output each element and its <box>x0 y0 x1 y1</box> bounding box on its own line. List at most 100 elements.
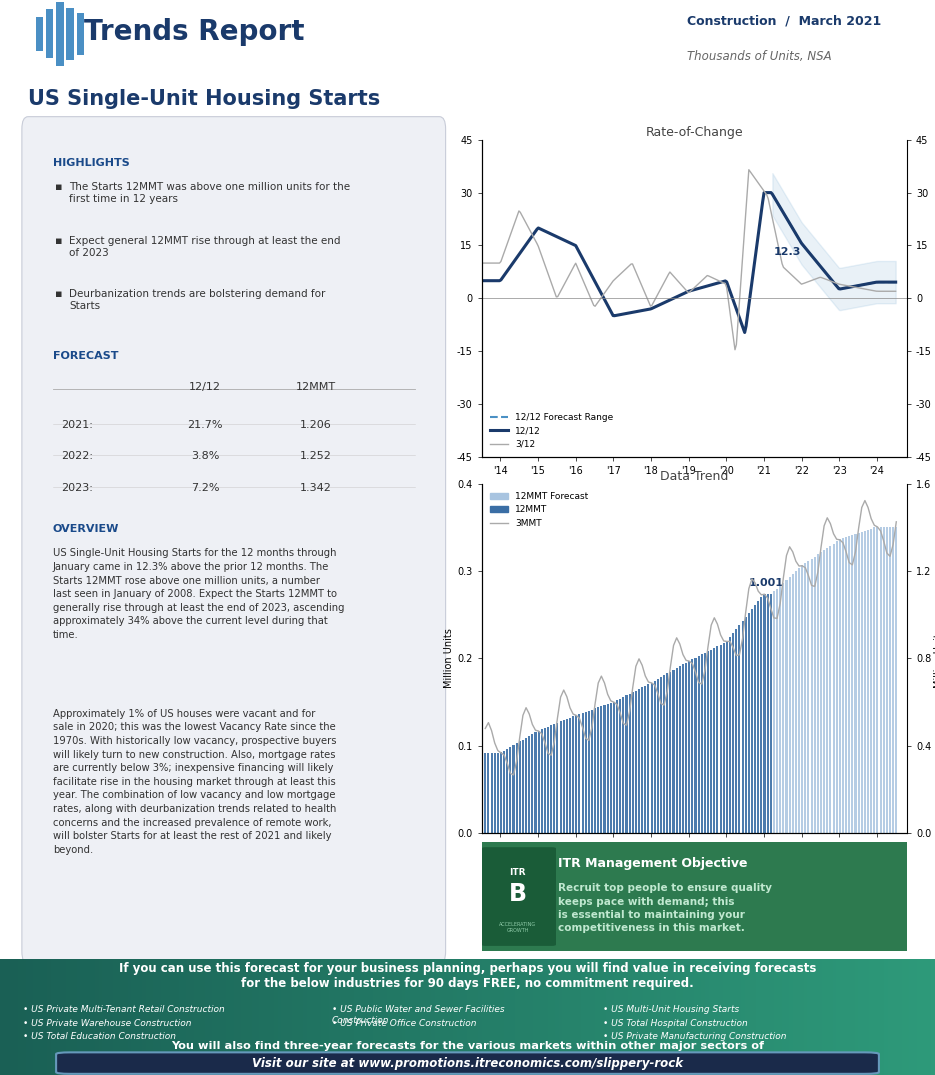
Text: 2022:: 2022: <box>61 452 93 461</box>
Bar <box>484 752 486 833</box>
Text: 3.8%: 3.8% <box>191 452 219 461</box>
Bar <box>582 713 583 833</box>
Bar <box>764 593 766 833</box>
Bar <box>66 8 74 60</box>
Bar <box>547 727 549 833</box>
12/12 Forecast Range <box>854 278 865 291</box>
Title: Rate-of-Change: Rate-of-Change <box>645 126 743 139</box>
Bar <box>656 679 659 833</box>
Bar <box>612 702 615 833</box>
Bar <box>584 712 587 833</box>
Bar <box>56 2 64 66</box>
Bar <box>861 532 863 833</box>
12/12 Forecast Range <box>835 283 846 296</box>
12/12 Forecast Range <box>885 275 897 288</box>
Text: Approximately 1% of US houses were vacant and for
sale in 2020; this was the low: Approximately 1% of US houses were vacan… <box>52 708 337 855</box>
Text: ▪: ▪ <box>55 183 63 192</box>
Bar <box>804 563 806 833</box>
Bar <box>510 747 511 833</box>
Bar <box>566 719 568 833</box>
3/12 <box>729 343 741 356</box>
Text: US Single-Unit Housing Starts: US Single-Unit Housing Starts <box>28 89 381 110</box>
Text: OVERVIEW: OVERVIEW <box>52 524 119 534</box>
Bar <box>667 673 669 833</box>
3MMT <box>813 565 824 578</box>
Bar <box>594 708 597 833</box>
Text: Expect general 12MMT rise through at least the end
of 2023: Expect general 12MMT rise through at lea… <box>69 235 340 258</box>
3MMT <box>480 722 491 735</box>
Bar <box>569 718 571 833</box>
Bar <box>811 559 813 833</box>
Bar <box>632 692 634 833</box>
Bar <box>500 752 502 833</box>
Text: 7.2%: 7.2% <box>191 483 219 492</box>
Text: Deurbanization trends are bolstering demand for
Starts: Deurbanization trends are bolstering dem… <box>69 289 325 311</box>
Bar <box>559 721 562 833</box>
Bar <box>767 593 769 833</box>
3MMT <box>517 708 528 721</box>
Bar <box>550 726 553 833</box>
Bar <box>591 710 593 833</box>
Bar <box>751 610 753 833</box>
Line: 12/12: 12/12 <box>482 192 896 332</box>
Bar <box>798 569 800 833</box>
12/12 <box>827 275 839 288</box>
12/12 <box>854 278 865 291</box>
Bar <box>889 527 891 833</box>
Text: 1.252: 1.252 <box>300 452 332 461</box>
Line: 3/12: 3/12 <box>482 170 896 349</box>
Bar <box>46 10 53 58</box>
12/12 Forecast Range <box>870 276 882 289</box>
Bar <box>792 574 794 833</box>
Bar <box>672 670 674 833</box>
Bar <box>619 699 621 833</box>
3MMT <box>815 541 827 554</box>
3/12 <box>723 291 734 304</box>
Bar <box>713 648 715 833</box>
Bar <box>496 752 499 833</box>
3/12 <box>476 257 487 270</box>
Bar <box>808 561 810 833</box>
Text: B: B <box>509 883 526 906</box>
Text: 1.206: 1.206 <box>300 420 332 430</box>
Bar <box>744 617 747 833</box>
Bar <box>732 633 734 833</box>
Bar <box>603 705 606 833</box>
Bar <box>77 13 84 55</box>
Bar <box>531 734 533 833</box>
Bar <box>641 687 643 833</box>
12/12 <box>477 274 488 287</box>
Bar <box>704 653 706 833</box>
Bar <box>597 707 599 833</box>
Bar <box>726 641 728 833</box>
Bar <box>716 646 718 833</box>
Bar <box>836 542 838 833</box>
12/12 Forecast Range <box>873 275 885 288</box>
Bar <box>867 530 869 833</box>
Bar <box>544 728 546 833</box>
Bar <box>770 593 771 833</box>
Bar <box>839 540 841 833</box>
Bar <box>535 732 537 833</box>
Bar <box>635 690 637 833</box>
Bar <box>688 661 690 833</box>
Text: ITR Management Objective: ITR Management Objective <box>558 857 748 870</box>
Legend: 12MMT Forecast, 12MMT, 3MMT: 12MMT Forecast, 12MMT, 3MMT <box>486 488 592 531</box>
Text: Trends Report: Trends Report <box>84 17 305 45</box>
Bar <box>829 546 831 833</box>
Text: ▪: ▪ <box>55 289 63 299</box>
Bar <box>676 668 678 833</box>
Bar <box>515 743 518 833</box>
Bar <box>654 680 655 833</box>
Bar <box>556 722 558 833</box>
Bar <box>540 729 543 833</box>
Text: ITR: ITR <box>510 868 525 877</box>
12/12 <box>721 275 732 288</box>
12/12 Forecast Range <box>804 247 815 260</box>
Bar <box>883 527 885 833</box>
Bar <box>801 565 803 833</box>
Bar <box>628 693 630 833</box>
Text: 2021:: 2021: <box>61 420 93 430</box>
Bar <box>519 742 521 833</box>
Text: 12/12: 12/12 <box>189 383 221 392</box>
